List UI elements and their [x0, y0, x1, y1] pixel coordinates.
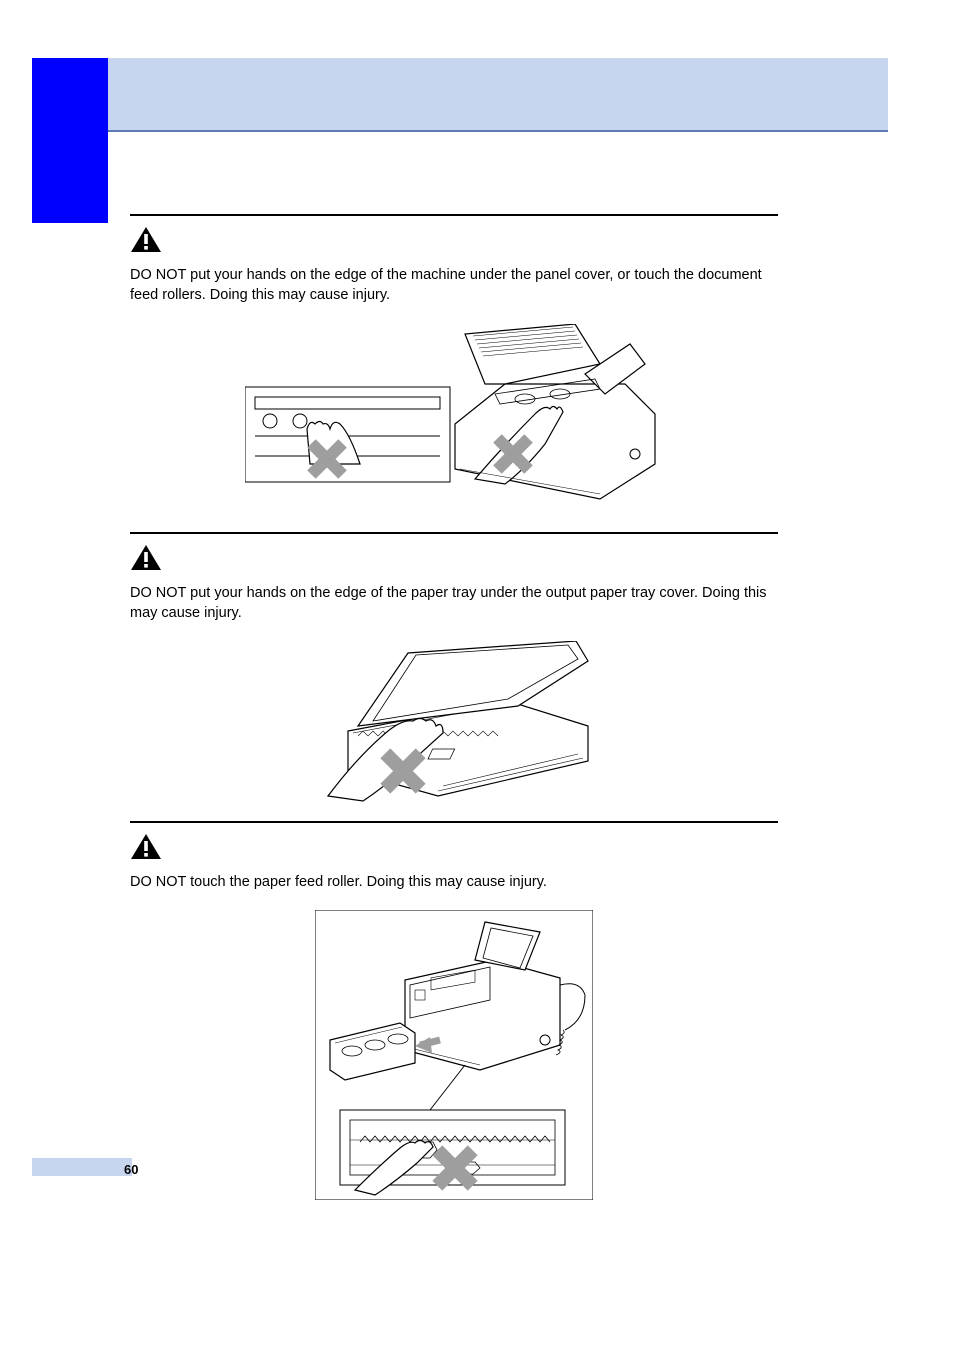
page-number: 60 — [124, 1162, 138, 1177]
page: DO NOT put your hands on the edge of the… — [0, 0, 954, 1351]
warning-section: DO NOT touch the paper feed roller. Doin… — [130, 821, 778, 1200]
illustration-paper-tray — [130, 641, 778, 803]
page-header-band — [108, 58, 888, 130]
content-area: DO NOT put your hands on the edge of the… — [130, 214, 778, 1218]
illustration-panel-cover — [130, 324, 778, 514]
header-underline — [108, 130, 888, 132]
warning-triangle-icon — [130, 226, 162, 254]
warning-text: DO NOT touch the paper feed roller. Doin… — [130, 872, 778, 892]
warning-text: DO NOT put your hands on the edge of the… — [130, 265, 778, 306]
warning-text: DO NOT put your hands on the edge of the… — [130, 583, 778, 624]
illustration-feed-roller — [130, 910, 778, 1200]
warning-triangle-icon — [130, 833, 162, 861]
warning-section: DO NOT put your hands on the edge of the… — [130, 214, 778, 514]
chapter-sidebar — [32, 58, 108, 223]
warning-section: DO NOT put your hands on the edge of the… — [130, 532, 778, 804]
footer-band — [32, 1158, 132, 1176]
warning-triangle-icon — [130, 544, 162, 572]
